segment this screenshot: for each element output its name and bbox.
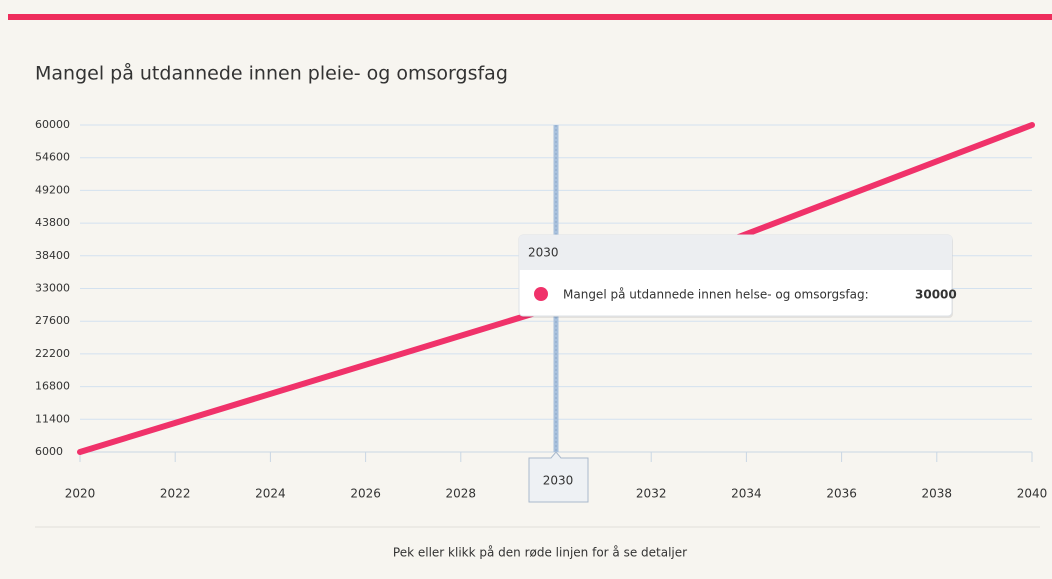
y-tick-label: 49200: [35, 183, 70, 196]
tooltip-value: 30000: [915, 288, 957, 302]
x-tick-label: 2028: [446, 487, 477, 501]
y-tick-label: 60000: [35, 118, 70, 131]
y-tick-label: 33000: [35, 282, 70, 295]
tooltip-title: 2030: [528, 246, 559, 260]
x-tick-label: 2038: [922, 487, 953, 501]
x-tick-label: 2020: [65, 487, 96, 501]
y-tick-label: 54600: [35, 151, 70, 164]
chart-title: Mangel på utdannede innen pleie- og omso…: [35, 62, 508, 85]
tooltip-marker: [534, 287, 548, 301]
y-tick-label: 43800: [35, 216, 70, 229]
y-tick-label: 11400: [35, 412, 70, 425]
crosshair-label-box: [528, 451, 589, 503]
x-tick-label: 2036: [826, 487, 857, 501]
x-tick-label: 2032: [636, 487, 667, 501]
x-tick-label: 2040: [1017, 487, 1048, 501]
x-tick-label: 2024: [255, 487, 286, 501]
y-tick-label: 22200: [35, 347, 70, 360]
y-tick-label: 38400: [35, 249, 70, 262]
tooltip-label: Mangel på utdannede innen helse- og omso…: [563, 288, 869, 302]
x-tick-label: 2026: [350, 487, 381, 501]
y-tick-label: 16800: [35, 380, 70, 393]
footer: Pek eller klikk på den røde linjen for å…: [393, 546, 687, 560]
y-tick-label: 27600: [35, 314, 70, 327]
x-tick-label: 2034: [731, 487, 762, 501]
y-tick-label: 6000: [35, 445, 63, 458]
x-tick-label: 2022: [160, 487, 191, 501]
tooltip-header: [519, 235, 952, 270]
top-bar: [8, 14, 1052, 20]
crosshair-label: 2030: [543, 474, 574, 488]
